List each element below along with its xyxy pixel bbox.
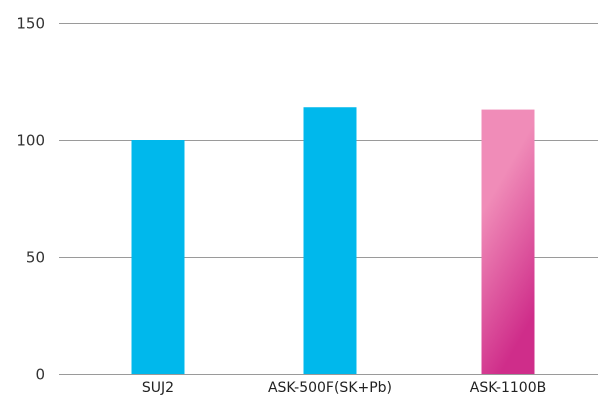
bars [131,107,535,375]
y-axis-ticks: 0 50 100 150 [16,15,45,384]
y-tick-label-50: 50 [26,249,45,267]
bar-ask-1100b [481,109,535,374]
x-category-label: SUJ2 [142,380,174,396]
bar-ask-500f-sk-pb [303,107,357,375]
bar-suj2 [131,140,185,374]
y-tick-label-150: 150 [16,15,45,33]
x-axis-categories: SUJ2 ASK-500F(SK+Pb) ASK-1100B [142,380,546,396]
x-category-label: ASK-1100B [470,380,546,396]
y-tick-label-100: 100 [16,132,45,150]
y-tick-label-0: 0 [35,366,45,384]
x-category-label: ASK-500F(SK+Pb) [268,380,392,396]
